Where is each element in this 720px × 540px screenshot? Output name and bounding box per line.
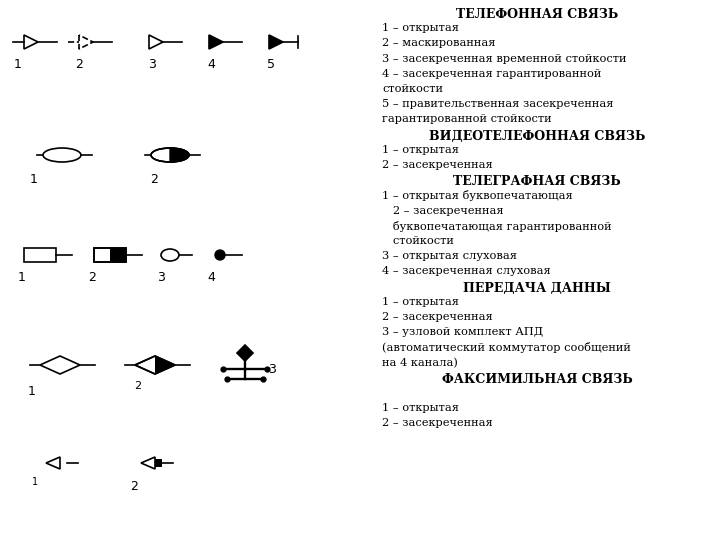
Polygon shape bbox=[170, 148, 189, 162]
Text: 3 – узловой комплект АПД: 3 – узловой комплект АПД bbox=[382, 327, 543, 337]
Text: 1 – открытая: 1 – открытая bbox=[382, 403, 459, 413]
Text: 3 – открытая слуховая: 3 – открытая слуховая bbox=[382, 251, 517, 261]
Text: 1: 1 bbox=[28, 385, 36, 398]
Text: 3 – засекреченная временной стойкости: 3 – засекреченная временной стойкости bbox=[382, 53, 626, 64]
Text: ВИДЕОТЕЛЕФОННАЯ СВЯЗЬ: ВИДЕОТЕЛЕФОННАЯ СВЯЗЬ bbox=[429, 130, 645, 143]
Text: 2 – засекреченная: 2 – засекреченная bbox=[382, 418, 492, 428]
Text: 5 – правительственная засекреченная: 5 – правительственная засекреченная bbox=[382, 99, 613, 109]
Circle shape bbox=[215, 250, 225, 260]
Text: 1 – открытая: 1 – открытая bbox=[382, 23, 459, 33]
Text: 1: 1 bbox=[18, 271, 26, 284]
Text: 3: 3 bbox=[148, 58, 156, 71]
Text: на 4 канала): на 4 канала) bbox=[382, 357, 458, 368]
Text: 4 – засекреченная гарантированной: 4 – засекреченная гарантированной bbox=[382, 69, 601, 79]
Bar bbox=[94, 248, 126, 262]
Text: 2: 2 bbox=[130, 480, 138, 493]
Text: 1: 1 bbox=[32, 477, 38, 487]
Text: стойкости: стойкости bbox=[382, 84, 443, 94]
Polygon shape bbox=[237, 345, 253, 361]
Text: 2 – маскированная: 2 – маскированная bbox=[382, 38, 495, 49]
Text: 2: 2 bbox=[88, 271, 96, 284]
Polygon shape bbox=[209, 35, 223, 49]
Polygon shape bbox=[269, 35, 283, 49]
Text: буквопечатающая гарантированной: буквопечатающая гарантированной bbox=[382, 221, 611, 232]
Text: стойкости: стойкости bbox=[382, 236, 454, 246]
Bar bbox=[110, 248, 126, 262]
Text: 2: 2 bbox=[150, 173, 158, 186]
Bar bbox=[94, 248, 126, 262]
Text: 1 – открытая: 1 – открытая bbox=[382, 145, 459, 155]
Text: ПЕРЕДАЧА ДАННЫ: ПЕРЕДАЧА ДАННЫ bbox=[463, 281, 611, 295]
Bar bbox=[155, 459, 162, 467]
Text: 1: 1 bbox=[30, 173, 38, 186]
Text: 5: 5 bbox=[267, 58, 275, 71]
Polygon shape bbox=[155, 356, 175, 374]
Text: 3: 3 bbox=[157, 271, 165, 284]
Text: 4 – засекреченная слуховая: 4 – засекреченная слуховая bbox=[382, 266, 551, 276]
Bar bbox=[24, 248, 56, 262]
Text: 1 – открытая буквопечатающая: 1 – открытая буквопечатающая bbox=[382, 191, 572, 201]
Text: гарантированной стойкости: гарантированной стойкости bbox=[382, 114, 552, 124]
Text: 2 – засекреченная: 2 – засекреченная bbox=[382, 206, 503, 215]
Text: 1 – открытая: 1 – открытая bbox=[382, 297, 459, 307]
Text: ТЕЛЕФОННАЯ СВЯЗЬ: ТЕЛЕФОННАЯ СВЯЗЬ bbox=[456, 8, 618, 21]
Text: ФАКСИМИЛЬНАЯ СВЯЗЬ: ФАКСИМИЛЬНАЯ СВЯЗЬ bbox=[441, 373, 632, 386]
Text: 4: 4 bbox=[207, 271, 215, 284]
Text: (автоматический коммутатор сообщений: (автоматический коммутатор сообщений bbox=[382, 342, 631, 353]
Text: ТЕЛЕГРАФНАЯ СВЯЗЬ: ТЕЛЕГРАФНАЯ СВЯЗЬ bbox=[453, 175, 621, 188]
Text: 1: 1 bbox=[14, 58, 22, 71]
Text: 4: 4 bbox=[207, 58, 215, 71]
Text: 3: 3 bbox=[268, 363, 276, 376]
Text: 2 – засекреченная: 2 – засекреченная bbox=[382, 160, 492, 170]
Text: 2: 2 bbox=[134, 381, 141, 391]
Text: 2 – засекреченная: 2 – засекреченная bbox=[382, 312, 492, 322]
Text: 2: 2 bbox=[75, 58, 83, 71]
